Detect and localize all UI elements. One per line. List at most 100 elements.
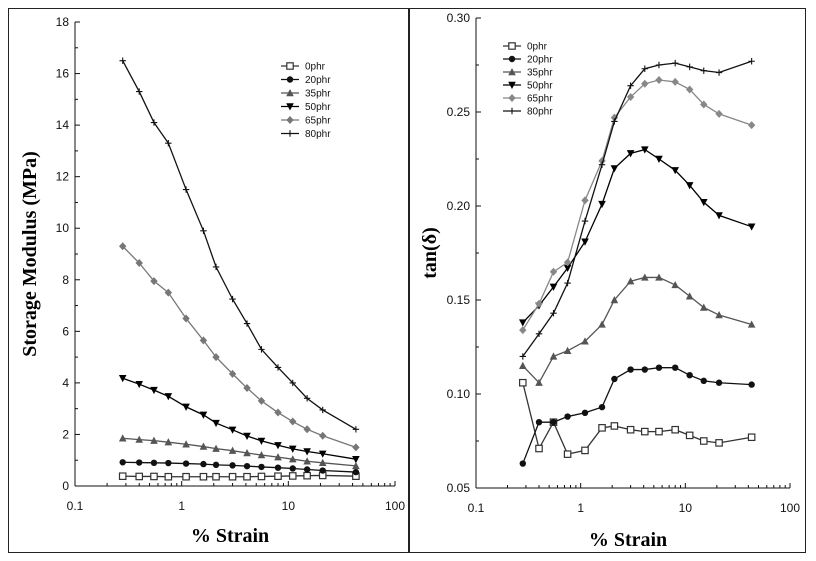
data-point-0phr: [199, 472, 208, 481]
series-line-80phr: [522, 60, 752, 357]
data-point-65phr: [257, 396, 266, 405]
data-point-0phr: [563, 450, 572, 458]
data-point-65phr: [182, 314, 190, 323]
data-point-50phr: [519, 319, 527, 327]
data-point-80phr: [303, 395, 311, 402]
data-point-20phr: [641, 366, 649, 373]
x-axis-label: % Strain: [191, 525, 269, 547]
data-point-20phr: [715, 379, 723, 386]
data-point-50phr: [257, 437, 266, 445]
data-point-65phr: [118, 242, 127, 251]
legend-label: 50phr: [527, 81, 553, 92]
data-point-80phr: [611, 118, 618, 125]
data-point-20phr: [274, 464, 282, 471]
data-point-35phr: [699, 303, 708, 311]
data-point-80phr: [700, 67, 707, 74]
y-tick-label: 6: [62, 324, 69, 338]
legend-marker-20phr: [286, 76, 294, 83]
data-point-20phr: [352, 468, 360, 476]
data-point-50phr: [274, 442, 282, 450]
series-20phr: [519, 364, 755, 467]
legend-marker-20phr: [508, 55, 516, 63]
y-tick-label: 14: [56, 118, 70, 132]
data-point-0phr: [581, 446, 589, 455]
data-point-20phr: [700, 377, 707, 385]
data-point-50phr: [199, 411, 208, 419]
data-point-80phr: [748, 58, 755, 65]
y-tick-label: 18: [56, 15, 70, 29]
series-80phr: [119, 57, 360, 433]
y-tick-label: 8: [62, 273, 69, 287]
data-point-0phr: [228, 472, 237, 481]
data-point-20phr: [303, 466, 311, 473]
data-point-35phr: [671, 280, 679, 289]
data-point-20phr: [200, 460, 207, 468]
y-tick-label: 0.05: [447, 481, 471, 495]
data-point-0phr: [118, 472, 127, 481]
data-point-20phr: [748, 381, 755, 388]
data-point-80phr: [686, 63, 693, 71]
data-point-65phr: [671, 77, 679, 86]
data-point-0phr: [626, 425, 635, 434]
data-point-65phr: [164, 288, 173, 297]
y-tick-label: 12: [56, 170, 70, 184]
legend-label: 20phr: [305, 75, 331, 86]
data-point-65phr: [641, 79, 649, 88]
data-point-50phr: [641, 146, 649, 154]
data-point-0phr: [519, 378, 527, 387]
legend-label: 0phr: [305, 62, 326, 73]
data-point-65phr: [150, 277, 158, 286]
data-point-35phr: [257, 451, 266, 459]
data-point-35phr: [641, 273, 649, 281]
legend-label: 35phr: [527, 68, 553, 79]
data-point-0phr: [150, 472, 158, 481]
data-point-65phr: [319, 431, 327, 440]
legend-label: 50phr: [305, 102, 331, 113]
data-point-20phr: [258, 463, 265, 471]
data-point-20phr: [611, 375, 618, 383]
data-point-80phr: [715, 69, 723, 76]
y-axis-label: tan(δ): [419, 227, 441, 278]
data-point-80phr: [641, 65, 649, 72]
data-point-80phr: [136, 88, 143, 95]
legend-label: 35phr: [305, 89, 331, 100]
data-point-65phr: [700, 100, 708, 109]
data-point-35phr: [150, 436, 158, 444]
data-point-80phr: [581, 217, 589, 225]
data-point-0phr: [598, 424, 606, 432]
series-65phr: [519, 76, 756, 335]
data-point-80phr: [182, 186, 190, 193]
data-point-80phr: [165, 139, 172, 147]
legend-marker-80phr: [286, 130, 294, 137]
data-point-35phr: [118, 434, 127, 442]
y-tick-label: 4: [62, 376, 69, 390]
series-line-65phr: [522, 79, 752, 331]
data-point-65phr: [519, 326, 527, 335]
data-point-65phr: [581, 196, 589, 205]
data-point-65phr: [685, 85, 694, 94]
data-point-20phr: [212, 461, 220, 469]
data-point-50phr: [212, 419, 220, 428]
y-tick-label: 0.30: [447, 11, 471, 25]
data-point-0phr: [747, 433, 756, 442]
legend-marker-50phr: [508, 81, 516, 89]
data-point-0phr: [671, 425, 679, 434]
data-point-20phr: [229, 462, 236, 469]
legend-label: 80phr: [527, 107, 553, 118]
data-point-50phr: [598, 200, 606, 209]
x-axis-label: % Strain: [589, 529, 667, 551]
legend: 0phr 20phr 35phr 50phr 65phr 80phr: [281, 62, 331, 140]
data-point-0phr: [685, 431, 694, 440]
data-point-20phr: [119, 459, 126, 466]
data-point-0phr: [182, 472, 190, 481]
data-point-50phr: [549, 283, 558, 291]
data-point-0phr: [243, 472, 251, 481]
y-tick-label: 0.15: [447, 293, 471, 307]
data-point-65phr: [563, 258, 572, 267]
data-point-80phr: [550, 309, 557, 317]
data-point-0phr: [641, 427, 649, 436]
series-0phr: [118, 471, 360, 481]
data-point-20phr: [519, 460, 527, 467]
data-point-0phr: [164, 472, 173, 481]
